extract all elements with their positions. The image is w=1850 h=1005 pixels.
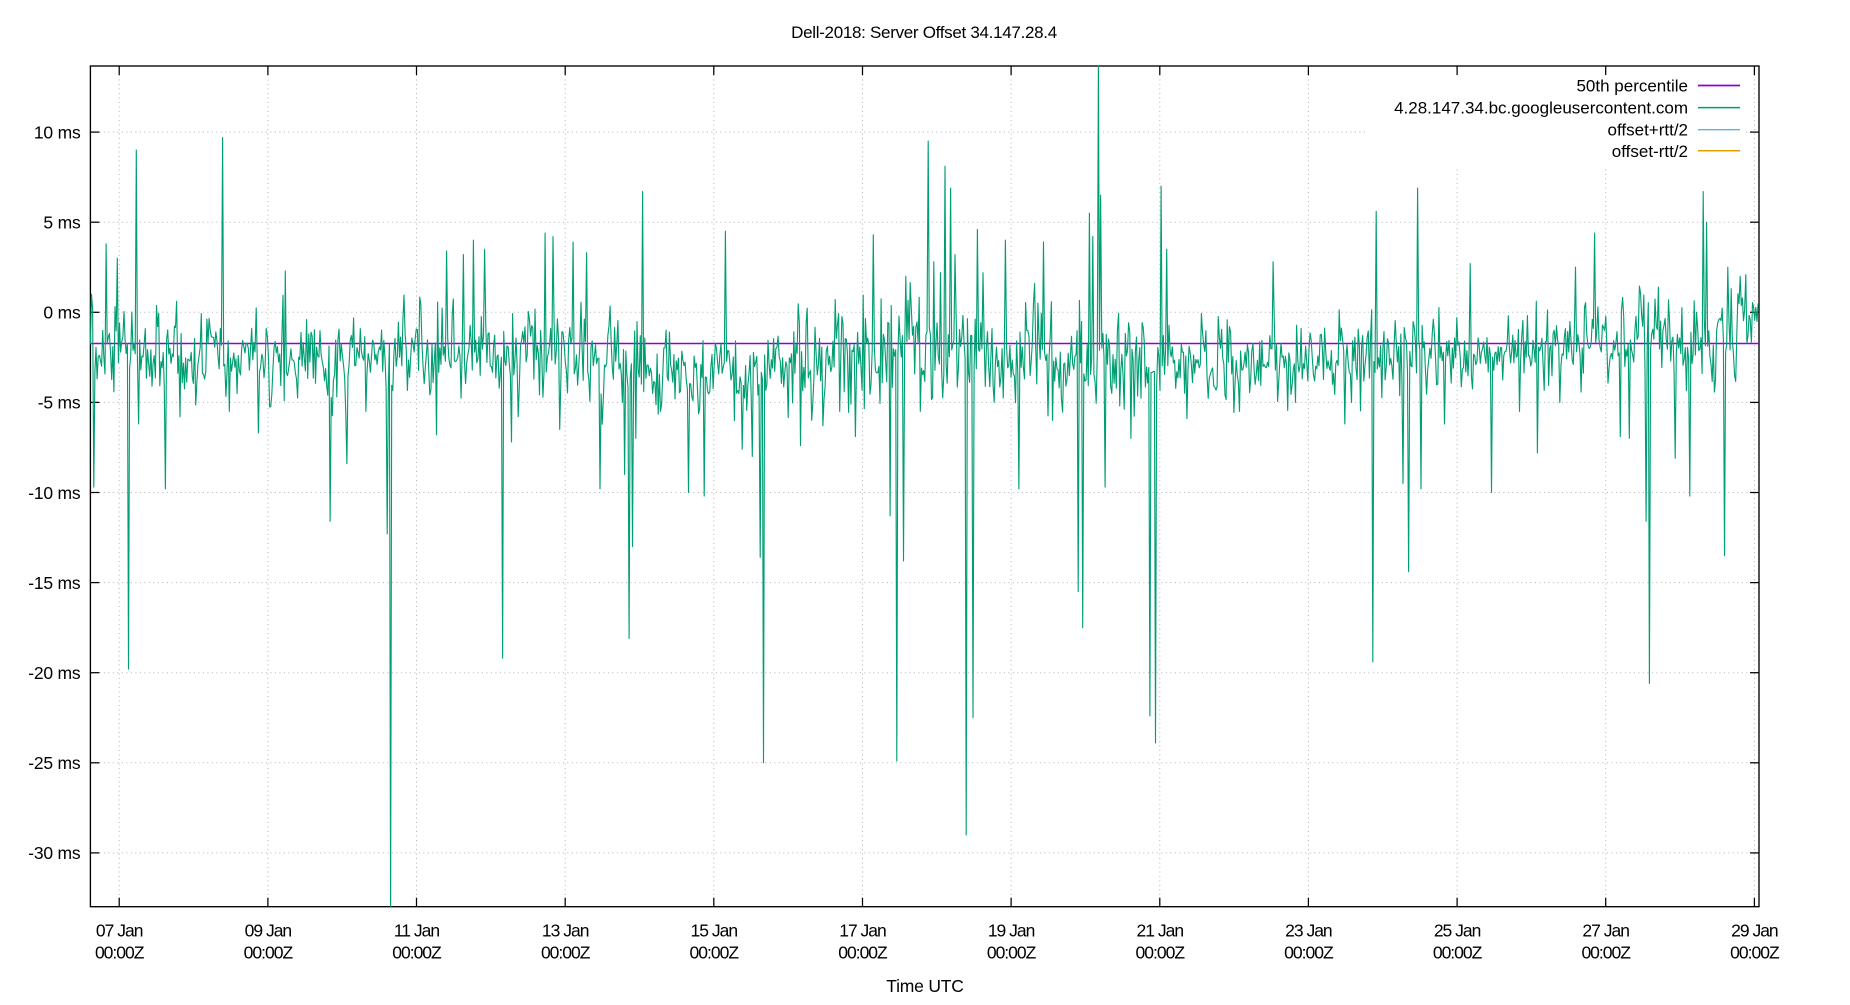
svg-text:00:00Z: 00:00Z xyxy=(392,943,442,963)
svg-text:21 Jan: 21 Jan xyxy=(1137,921,1184,941)
svg-text:5 ms: 5 ms xyxy=(43,213,81,233)
svg-text:27 Jan: 27 Jan xyxy=(1582,921,1629,941)
svg-text:00:00Z: 00:00Z xyxy=(1433,943,1483,963)
svg-text:00:00Z: 00:00Z xyxy=(95,943,145,963)
svg-text:10 ms: 10 ms xyxy=(34,122,81,142)
svg-text:0 ms: 0 ms xyxy=(43,303,81,323)
svg-text:Dell-2018: Server Offset 34.14: Dell-2018: Server Offset 34.147.28.4 xyxy=(791,23,1057,42)
svg-text:00:00Z: 00:00Z xyxy=(541,943,591,963)
svg-text:25 Jan: 25 Jan xyxy=(1434,921,1481,941)
svg-text:offset-rtt/2: offset-rtt/2 xyxy=(1612,142,1688,161)
svg-text:Time UTC: Time UTC xyxy=(886,976,963,996)
svg-text:00:00Z: 00:00Z xyxy=(1284,943,1334,963)
svg-text:00:00Z: 00:00Z xyxy=(690,943,740,963)
svg-text:11 Jan: 11 Jan xyxy=(394,921,440,941)
svg-text:-15 ms: -15 ms xyxy=(28,573,81,593)
svg-text:07 Jan: 07 Jan xyxy=(96,921,143,941)
svg-text:00:00Z: 00:00Z xyxy=(1581,943,1631,963)
svg-text:offset+rtt/2: offset+rtt/2 xyxy=(1608,121,1688,140)
svg-text:50th percentile: 50th percentile xyxy=(1576,77,1688,96)
svg-text:00:00Z: 00:00Z xyxy=(244,943,294,963)
svg-text:-30 ms: -30 ms xyxy=(28,843,81,863)
svg-text:-5 ms: -5 ms xyxy=(38,393,81,413)
svg-text:13 Jan: 13 Jan xyxy=(542,921,589,941)
svg-text:29 Jan: 29 Jan xyxy=(1731,921,1778,941)
svg-text:17 Jan: 17 Jan xyxy=(839,921,886,941)
svg-text:-20 ms: -20 ms xyxy=(28,663,81,683)
svg-text:00:00Z: 00:00Z xyxy=(987,943,1037,963)
svg-text:15 Jan: 15 Jan xyxy=(691,921,738,941)
svg-text:00:00Z: 00:00Z xyxy=(1136,943,1186,963)
svg-text:19 Jan: 19 Jan xyxy=(988,921,1035,941)
svg-text:09 Jan: 09 Jan xyxy=(245,921,292,941)
svg-text:-25 ms: -25 ms xyxy=(28,753,81,773)
svg-text:00:00Z: 00:00Z xyxy=(1730,943,1780,963)
svg-text:00:00Z: 00:00Z xyxy=(838,943,888,963)
svg-text:4.28.147.34.bc.googleuserconte: 4.28.147.34.bc.googleusercontent.com xyxy=(1394,99,1688,118)
svg-text:23 Jan: 23 Jan xyxy=(1285,921,1332,941)
svg-text:-10 ms: -10 ms xyxy=(28,483,81,503)
